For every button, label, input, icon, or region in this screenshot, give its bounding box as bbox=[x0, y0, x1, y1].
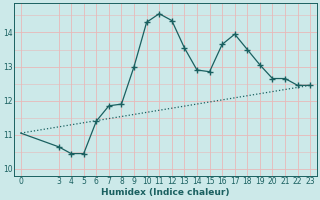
X-axis label: Humidex (Indice chaleur): Humidex (Indice chaleur) bbox=[101, 188, 230, 197]
